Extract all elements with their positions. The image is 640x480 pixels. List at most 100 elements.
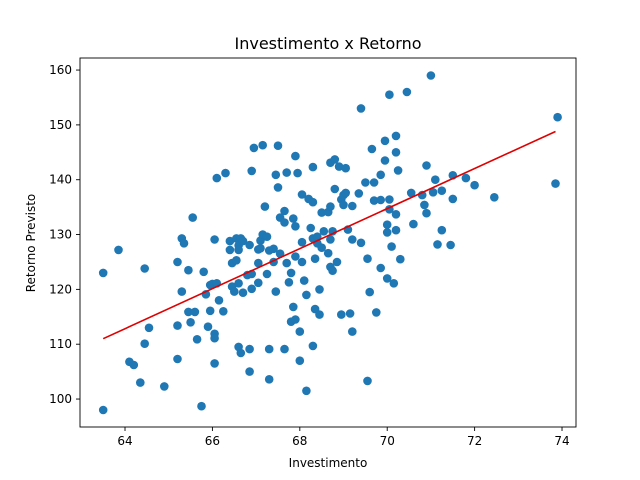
data-point xyxy=(291,252,300,261)
data-point xyxy=(98,268,108,278)
data-point xyxy=(356,104,366,113)
data-point xyxy=(214,296,224,305)
data-point xyxy=(365,287,375,297)
data-point xyxy=(295,327,305,336)
data-point xyxy=(184,265,193,275)
data-point xyxy=(225,245,235,255)
data-point xyxy=(431,175,440,184)
data-point xyxy=(376,195,386,205)
data-point xyxy=(238,236,248,246)
data-point xyxy=(273,183,283,192)
data-point xyxy=(437,186,447,195)
data-point xyxy=(382,228,392,237)
data-point xyxy=(348,201,357,211)
data-point xyxy=(363,254,372,263)
data-point xyxy=(249,143,259,153)
data-point xyxy=(341,163,351,173)
data-point xyxy=(289,214,298,223)
data-point xyxy=(308,197,318,207)
data-point xyxy=(238,288,248,298)
data-point xyxy=(387,242,396,251)
data-point xyxy=(205,306,215,316)
data-point xyxy=(330,155,340,164)
data-point xyxy=(212,173,222,183)
data-point xyxy=(247,284,256,294)
data-point xyxy=(363,376,372,386)
data-point xyxy=(291,151,300,161)
y-axis-label: Retorno Previsto xyxy=(24,194,38,293)
data-points xyxy=(98,71,562,415)
data-point xyxy=(286,268,296,278)
data-point xyxy=(253,258,263,268)
data-point xyxy=(385,90,394,99)
data-point xyxy=(236,348,246,358)
data-point xyxy=(291,315,300,324)
data-point xyxy=(437,225,447,235)
data-point xyxy=(356,238,366,248)
data-point xyxy=(391,210,401,219)
plot-frame xyxy=(79,57,577,428)
data-point xyxy=(264,344,274,354)
data-point xyxy=(98,405,108,415)
data-point xyxy=(367,144,377,154)
data-point xyxy=(210,235,219,244)
data-point xyxy=(199,267,208,277)
data-point xyxy=(260,202,270,211)
data-point xyxy=(282,168,292,177)
data-point xyxy=(391,225,401,235)
data-point xyxy=(258,140,268,150)
data-point xyxy=(297,237,307,247)
data-point xyxy=(461,173,471,183)
data-point xyxy=(262,232,272,241)
x-axis-label: Investimento xyxy=(289,456,368,470)
data-point xyxy=(264,375,274,384)
data-point xyxy=(192,335,202,344)
data-point xyxy=(422,208,431,218)
data-point xyxy=(341,188,351,198)
data-point xyxy=(382,220,392,229)
data-point xyxy=(234,245,243,255)
data-point xyxy=(372,308,381,317)
data-point xyxy=(348,327,357,336)
data-point xyxy=(219,307,228,316)
y-tick-label: 150 xyxy=(49,118,72,132)
axes: 64 66 68 70 72 74 100 110 120 130 140 150 160 xyxy=(49,57,577,448)
x-tick-label: 72 xyxy=(467,434,482,448)
x-tick-label: 66 xyxy=(205,434,220,448)
data-point xyxy=(490,193,499,202)
data-point xyxy=(203,322,213,332)
data-point xyxy=(179,239,189,248)
data-point xyxy=(433,240,442,249)
data-point xyxy=(310,254,320,263)
data-point xyxy=(345,309,355,318)
data-point xyxy=(376,170,386,180)
data-point xyxy=(245,367,254,376)
data-point xyxy=(319,227,329,236)
data-point xyxy=(376,263,386,273)
data-point xyxy=(315,310,324,319)
y-tick-label: 100 xyxy=(49,392,72,406)
x-tick-label: 68 xyxy=(292,434,307,448)
data-point xyxy=(129,360,139,370)
data-point xyxy=(271,170,281,180)
data-point xyxy=(553,112,562,122)
data-point xyxy=(409,219,418,229)
data-point xyxy=(391,148,401,157)
data-point xyxy=(339,200,348,210)
data-point xyxy=(385,195,394,204)
data-point xyxy=(262,269,272,279)
y-tick-label: 160 xyxy=(49,63,72,77)
data-point xyxy=(271,287,281,296)
data-point xyxy=(256,244,265,253)
data-point xyxy=(302,290,311,300)
data-point xyxy=(186,318,195,327)
data-point xyxy=(308,341,318,351)
data-point xyxy=(551,179,560,188)
data-point xyxy=(334,162,344,171)
data-point xyxy=(326,202,335,211)
data-point xyxy=(245,240,254,250)
x-tick-label: 74 xyxy=(554,434,569,448)
data-point xyxy=(317,208,327,217)
data-point xyxy=(361,178,370,187)
